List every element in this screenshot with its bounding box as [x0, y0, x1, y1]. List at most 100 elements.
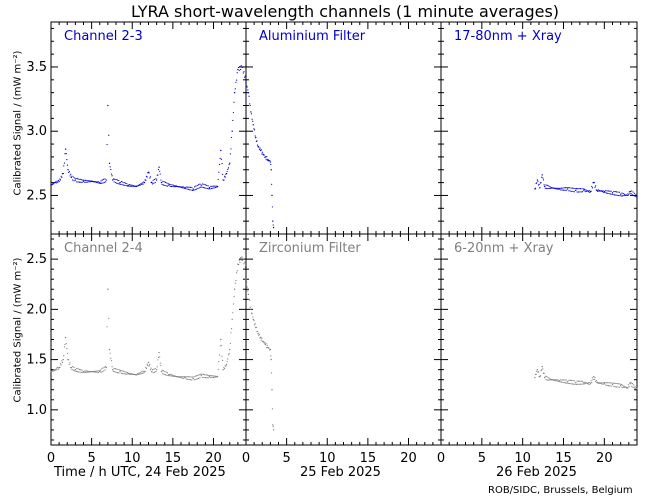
data-point	[189, 186, 192, 188]
data-point	[152, 179, 154, 181]
x-tick-label: 20	[400, 451, 417, 466]
data-point	[237, 68, 239, 71]
data-point	[536, 370, 538, 372]
data-point	[51, 371, 53, 373]
data-point	[603, 190, 606, 193]
data-point	[203, 376, 205, 379]
data-point	[220, 149, 222, 152]
data-point	[210, 185, 212, 187]
panel-title: 17-80nm + Xray	[454, 29, 562, 44]
data-point	[615, 386, 618, 388]
data-point	[141, 182, 144, 184]
data-point	[100, 180, 102, 182]
data-point	[251, 118, 253, 120]
data-point	[142, 370, 144, 372]
data-point	[66, 159, 68, 161]
data-point	[159, 170, 161, 172]
data-point	[246, 286, 248, 288]
data-point	[201, 186, 203, 188]
data-point	[160, 370, 163, 373]
data-point	[582, 188, 584, 190]
data-point	[75, 177, 77, 180]
data-point	[618, 386, 620, 388]
data-point	[270, 358, 272, 361]
data-point	[166, 185, 169, 187]
data-point	[78, 178, 80, 180]
data-point	[265, 158, 267, 160]
data-point	[211, 376, 213, 379]
data-point	[555, 380, 557, 382]
data-point	[120, 183, 122, 185]
data-point	[542, 368, 544, 370]
data-point	[138, 372, 140, 374]
data-point	[235, 279, 237, 282]
data-point	[159, 362, 161, 364]
panel-title: Channel 2-4	[64, 241, 143, 256]
data-point	[144, 370, 146, 372]
data-point	[223, 175, 226, 177]
data-point	[214, 185, 216, 187]
data-point	[211, 185, 213, 187]
data-point	[116, 182, 118, 184]
data-point	[566, 188, 569, 190]
data-point	[190, 189, 192, 191]
data-point	[74, 179, 77, 181]
data-point	[53, 370, 55, 372]
data-point	[63, 162, 66, 164]
data-point	[195, 378, 197, 380]
data-point	[127, 184, 129, 186]
data-point	[625, 386, 627, 388]
data-point	[230, 136, 233, 139]
data-point	[627, 387, 629, 389]
x-axis-label-day2: 25 Feb 2025	[300, 465, 381, 480]
data-point	[245, 278, 247, 280]
data-point	[583, 382, 585, 384]
data-point	[76, 371, 79, 373]
data-point	[557, 188, 559, 190]
data-point	[94, 370, 96, 372]
data-point	[190, 376, 192, 378]
data-point	[240, 259, 242, 261]
data-point	[105, 181, 107, 183]
data-point	[222, 359, 224, 362]
data-point	[627, 384, 630, 386]
data-point	[236, 72, 238, 74]
data-point	[103, 366, 105, 368]
data-point	[543, 372, 545, 375]
data-point	[233, 295, 235, 298]
data-point	[204, 377, 206, 379]
data-point	[82, 179, 84, 181]
data-point	[623, 193, 626, 195]
data-point	[252, 124, 255, 126]
data-point	[209, 188, 211, 190]
data-point	[183, 186, 185, 188]
data-point	[88, 181, 90, 183]
data-point	[270, 372, 273, 374]
data-point	[102, 367, 104, 369]
data-point	[560, 379, 562, 381]
data-point	[218, 171, 220, 173]
x-tick-label: 15	[555, 451, 572, 466]
data-point	[113, 367, 115, 370]
data-point	[580, 380, 582, 382]
data-point	[85, 181, 87, 183]
data-point	[112, 178, 115, 180]
data-point	[108, 348, 111, 351]
data-point	[119, 181, 121, 184]
data-point	[160, 181, 163, 184]
data-point	[129, 185, 131, 187]
data-point	[608, 382, 610, 384]
data-point	[99, 370, 101, 373]
data-point	[231, 318, 233, 321]
data-point	[137, 185, 139, 187]
data-point	[153, 368, 155, 370]
data-point	[191, 379, 193, 381]
data-point	[71, 369, 73, 371]
data-point	[168, 183, 171, 185]
data-point	[635, 194, 637, 196]
x-axis-label-day3: 26 Feb 2025	[496, 465, 577, 480]
data-point	[263, 341, 265, 343]
data-point	[162, 184, 165, 186]
data-point	[220, 158, 223, 160]
